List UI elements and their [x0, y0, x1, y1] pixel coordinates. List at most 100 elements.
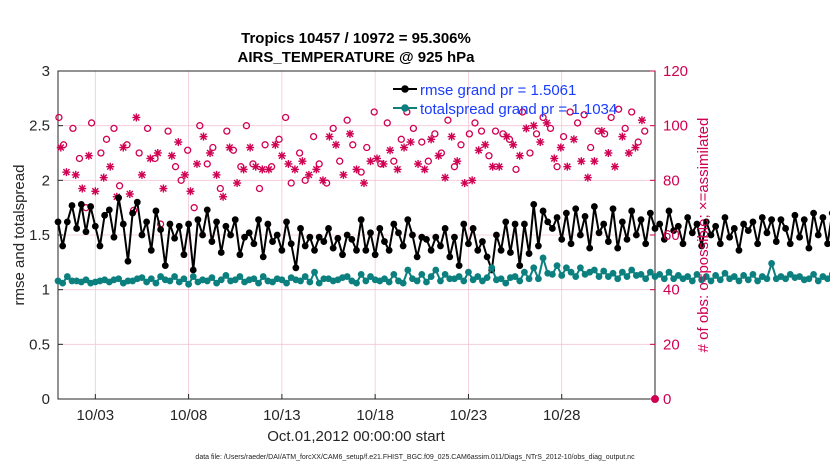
obs-assimilated-marker — [271, 140, 280, 149]
obs-possible-marker — [471, 119, 479, 127]
rmse-point — [693, 220, 701, 228]
rmse-point — [525, 250, 533, 257]
rmse-point — [623, 235, 631, 243]
rmse-point — [231, 216, 239, 224]
totalspread-point — [180, 275, 188, 283]
asterisk-stroke — [598, 127, 606, 135]
obs-assimilated-marker — [298, 157, 307, 166]
asterisk-stroke — [233, 179, 241, 187]
asterisk-stroke — [414, 160, 422, 168]
obs-assimilated-marker — [569, 135, 578, 144]
rmse-point — [180, 251, 188, 259]
obs-assimilated-marker — [167, 151, 176, 160]
asterisk-stroke — [325, 133, 333, 141]
asterisk-stroke — [100, 174, 108, 182]
asterisk-stroke — [448, 133, 456, 141]
totalspread-point — [465, 268, 472, 276]
rmse-point — [726, 233, 734, 241]
rmse-point — [646, 209, 654, 217]
rmse-point — [227, 231, 234, 239]
obs-possible-marker — [390, 157, 398, 165]
asterisk-stroke — [206, 149, 214, 157]
rmse-point — [665, 207, 673, 215]
rmse-point — [674, 222, 682, 230]
obs-possible-marker — [349, 141, 357, 149]
asterisk-stroke — [213, 171, 221, 179]
obs-assimilated-marker — [597, 127, 606, 136]
obs-possible-marker — [559, 132, 568, 141]
rmse-point — [427, 246, 435, 254]
rmse-point — [105, 206, 113, 214]
asterisk-stroke — [278, 152, 286, 160]
totalspread-point — [744, 276, 752, 284]
rmse-point — [259, 253, 267, 261]
obs-assimilated-marker — [304, 170, 313, 179]
obs-assimilated-marker — [379, 159, 388, 168]
rmse-point — [189, 266, 197, 274]
obs-possible-marker — [357, 168, 365, 176]
rmse-point — [278, 246, 286, 254]
obs-assimilated-marker — [325, 132, 334, 141]
asterisk-stroke — [219, 193, 227, 201]
x-tick-label: 10/23 — [450, 407, 488, 424]
asterisk-stroke — [200, 133, 208, 141]
rmse-point — [618, 218, 626, 226]
asterisk-stroke — [252, 163, 260, 171]
y-tick-label-left: 1 — [42, 282, 50, 299]
totalspread-point — [306, 278, 314, 286]
totalspread-point — [497, 275, 505, 283]
grid — [58, 70, 655, 400]
totalspread-point — [712, 272, 720, 279]
obs-possible-marker — [75, 154, 84, 163]
rmse-point — [493, 231, 500, 239]
totalspread-point — [222, 272, 230, 279]
obs-possible-marker — [261, 141, 269, 149]
y-tick-label-left: 0.5 — [29, 336, 50, 353]
totalspread-point — [646, 268, 654, 276]
x-tick-label: 10/13 — [263, 407, 301, 424]
obs-assimilated-marker — [556, 143, 565, 152]
x-tick-label: 10/18 — [356, 407, 394, 424]
rmse-point — [82, 228, 90, 236]
obs-possible-marker — [370, 108, 378, 116]
rmse-line — [57, 196, 830, 271]
rmse-point — [479, 238, 486, 245]
rmse-point — [166, 220, 174, 228]
obs-assimilated-marker — [434, 151, 443, 160]
obs-possible-marker — [397, 135, 405, 143]
rmse-point — [381, 238, 388, 245]
rmse-point — [306, 233, 314, 241]
totalspread-point — [735, 277, 743, 285]
obs-possible-marker — [336, 157, 344, 165]
rmse-point — [712, 222, 720, 230]
rmse-point — [152, 207, 160, 215]
obs-count-markers — [55, 105, 659, 403]
totalspread-point — [805, 275, 813, 283]
rmse-point — [404, 216, 412, 224]
obs-assimilated-marker — [536, 138, 545, 147]
totalspread-point — [516, 277, 524, 285]
rmse-point — [213, 218, 220, 226]
asterisk-stroke — [421, 165, 429, 173]
totalspread-point — [390, 270, 398, 278]
rmse-point — [185, 220, 192, 228]
rmse-point — [460, 220, 468, 228]
obs-assimilated-marker — [78, 184, 87, 193]
obs-assimilated-marker — [427, 135, 436, 144]
rmse-point — [315, 233, 323, 241]
asterisk-stroke — [353, 165, 360, 173]
rmse-point — [311, 246, 318, 254]
obs-assimilated-marker — [420, 165, 429, 174]
x-tick-label: 10/03 — [77, 407, 115, 424]
totalspread-point — [814, 277, 822, 285]
rmse-point — [208, 238, 216, 245]
rmse-point — [791, 211, 799, 219]
obs-assimilated-marker — [239, 165, 248, 174]
asterisk-stroke — [85, 152, 93, 160]
obs-assimilated-marker — [192, 159, 201, 168]
rmse-point — [567, 240, 575, 248]
legend-rmse-label: rmse grand pr = 1.5061 — [420, 82, 576, 99]
totalspread-point — [250, 275, 258, 283]
asterisk-stroke — [346, 130, 354, 138]
obs-assimilated-marker — [386, 146, 395, 155]
